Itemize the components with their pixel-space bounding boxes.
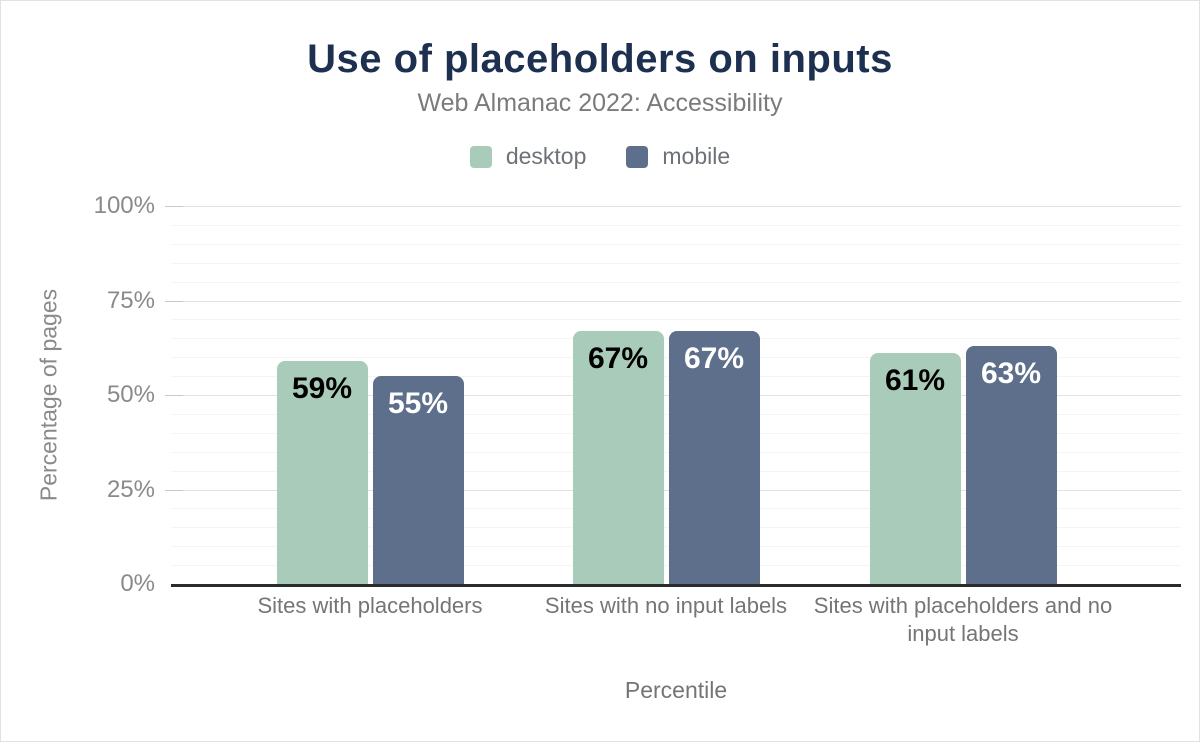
bar-value-label: 59% (291, 371, 353, 405)
mobile-swatch-icon (626, 145, 649, 168)
chart-subtitle: Web Almanac 2022: Accessibility (417, 89, 783, 117)
desktop-bar: 59% (276, 360, 368, 584)
x-tick-label: Sites with no input labels (544, 593, 788, 618)
mobile-bar: 63% (965, 345, 1057, 584)
desktop-bar: 61% (869, 353, 961, 584)
x-axis-title: Percentile (624, 677, 728, 703)
y-tick-mark (165, 395, 183, 396)
y-tick-label: 50% (106, 381, 155, 408)
bar-value-label: 67% (587, 341, 649, 375)
y-tick-mark (165, 300, 183, 302)
y-tick-label: 100% (93, 192, 155, 219)
minor-gridline (171, 262, 1181, 264)
y-tick-mark (165, 489, 183, 491)
bar-value-label: 55% (387, 387, 449, 421)
legend-label-desktop: desktop (505, 143, 587, 169)
y-tick-mark (165, 206, 183, 207)
desktop-bar: 67% (572, 330, 664, 584)
chart-title: Use of placeholders on inputs (307, 37, 893, 81)
legend-item-mobile: mobile (626, 143, 730, 170)
legend-item-desktop: desktop (469, 143, 587, 170)
minor-gridline (171, 319, 1181, 321)
minor-gridline (171, 281, 1181, 283)
desktop-swatch-icon (469, 145, 492, 168)
mobile-bar: 67% (668, 330, 760, 584)
mobile-bar: 55% (372, 376, 464, 584)
x-tick-label: Sites with placeholders (257, 593, 483, 618)
minor-gridline (171, 224, 1181, 226)
y-tick-label: 75% (106, 286, 155, 314)
major-gridline (171, 206, 1181, 207)
minor-gridline (171, 243, 1181, 245)
y-tick-label: 0% (120, 570, 155, 597)
legend: desktop mobile (1, 143, 1199, 170)
x-axis-line (171, 584, 1181, 587)
bar-value-label: 67% (683, 341, 745, 375)
x-tick-label: Sites with placeholders and no input lab… (813, 593, 1113, 646)
major-gridline (171, 300, 1181, 302)
bar-value-label: 61% (884, 364, 946, 398)
legend-label-mobile: mobile (662, 143, 731, 169)
y-tick-label: 25% (106, 475, 155, 503)
bar-value-label: 63% (980, 356, 1042, 390)
